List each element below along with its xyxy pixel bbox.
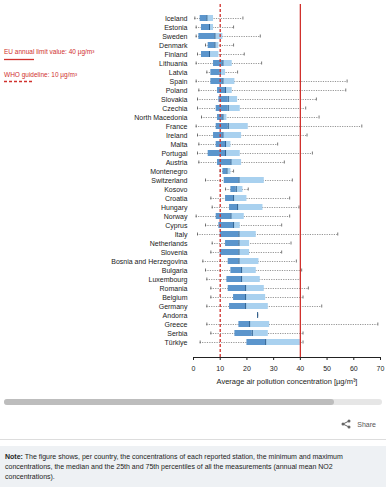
svg-text:Czechia: Czechia bbox=[162, 105, 187, 112]
svg-text:50: 50 bbox=[323, 365, 331, 372]
svg-text:0: 0 bbox=[192, 365, 196, 372]
svg-text:Latvia: Latvia bbox=[169, 69, 188, 76]
svg-text:Spain: Spain bbox=[170, 78, 188, 86]
svg-text:30: 30 bbox=[270, 365, 278, 372]
svg-text:Poland: Poland bbox=[166, 87, 188, 94]
html-text:WHO guideline: 10 µg/m³: WHO guideline: 10 µg/m³ bbox=[4, 70, 78, 78]
svg-text:10: 10 bbox=[216, 365, 224, 372]
svg-text:Greece: Greece bbox=[165, 321, 188, 328]
html-text:Note: The figure shows, per co: Note: The figure shows, per country, the… bbox=[5, 453, 343, 480]
svg-text:Malta: Malta bbox=[170, 141, 187, 148]
svg-text:Belgium: Belgium bbox=[162, 294, 187, 302]
svg-text:Slovakia: Slovakia bbox=[161, 96, 188, 103]
svg-text:France: France bbox=[166, 123, 188, 130]
svg-text:Lithuania: Lithuania bbox=[159, 60, 188, 67]
svg-text:Portugal: Portugal bbox=[161, 150, 188, 158]
svg-text:Bosnia and Herzegovina: Bosnia and Herzegovina bbox=[111, 258, 187, 266]
svg-text:Montenegro: Montenegro bbox=[150, 168, 187, 176]
svg-text:Italy: Italy bbox=[175, 231, 188, 239]
svg-text:Finland: Finland bbox=[165, 51, 188, 58]
svg-text:40: 40 bbox=[296, 365, 304, 372]
svg-text:Romania: Romania bbox=[159, 285, 187, 292]
svg-text:Austria: Austria bbox=[166, 159, 188, 166]
svg-text:Croatia: Croatia bbox=[165, 195, 188, 202]
svg-text:60: 60 bbox=[350, 365, 358, 372]
svg-text:20: 20 bbox=[243, 365, 251, 372]
svg-text:North Macedonia: North Macedonia bbox=[134, 114, 187, 121]
html-text:EU annual limit value: 40 µg/m: EU annual limit value: 40 µg/m³ bbox=[4, 48, 95, 55]
svg-text:Luxembourg: Luxembourg bbox=[149, 276, 188, 284]
svg-text:Ireland: Ireland bbox=[166, 132, 188, 139]
svg-text:Kosovo: Kosovo bbox=[164, 186, 187, 193]
svg-text:Sweden: Sweden bbox=[162, 33, 187, 40]
svg-text:Slovenia: Slovenia bbox=[161, 249, 188, 256]
svg-text:Average air pollution concentr: Average air pollution concentration [µg/… bbox=[217, 377, 358, 386]
svg-text:Estonia: Estonia bbox=[164, 24, 187, 31]
svg-text:Norway: Norway bbox=[164, 213, 188, 221]
svg-text:Bulgaria: Bulgaria bbox=[162, 267, 188, 275]
svg-text:Germany: Germany bbox=[159, 303, 188, 311]
svg-text:70: 70 bbox=[377, 365, 385, 372]
svg-text:Hungary: Hungary bbox=[161, 204, 188, 212]
svg-text:Netherlands: Netherlands bbox=[150, 240, 188, 247]
svg-text:Iceland: Iceland bbox=[165, 15, 188, 22]
svg-text:Andorra: Andorra bbox=[163, 312, 188, 319]
svg-text:Denmark: Denmark bbox=[159, 42, 188, 49]
svg-text:Serbia: Serbia bbox=[167, 330, 187, 337]
html-text:Share: Share bbox=[357, 420, 376, 428]
svg-text:Türkiye: Türkiye bbox=[165, 339, 188, 347]
svg-text:Switzerland: Switzerland bbox=[151, 177, 187, 184]
svg-text:Cyprus: Cyprus bbox=[165, 222, 188, 230]
